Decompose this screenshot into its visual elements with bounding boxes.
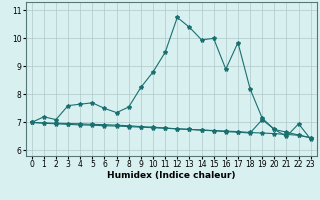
X-axis label: Humidex (Indice chaleur): Humidex (Indice chaleur) — [107, 171, 236, 180]
